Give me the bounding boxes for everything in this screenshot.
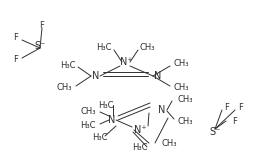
Text: N: N xyxy=(92,71,100,81)
Text: CH₃: CH₃ xyxy=(81,107,96,116)
Text: H₃C: H₃C xyxy=(99,100,114,109)
Text: H₃C: H₃C xyxy=(81,121,96,130)
Text: N: N xyxy=(154,71,162,81)
Text: S⁻: S⁻ xyxy=(34,41,46,51)
Text: N: N xyxy=(158,105,166,115)
Text: N⁺: N⁺ xyxy=(120,57,132,67)
Text: F: F xyxy=(224,104,229,112)
Text: H₃C: H₃C xyxy=(92,133,108,142)
Text: F: F xyxy=(238,104,243,112)
Text: CH₃: CH₃ xyxy=(162,138,178,147)
Text: N⁺: N⁺ xyxy=(134,125,146,135)
Text: F: F xyxy=(13,33,18,43)
Text: F: F xyxy=(39,21,45,31)
Text: CH₃: CH₃ xyxy=(178,95,193,105)
Text: CH₃: CH₃ xyxy=(56,83,72,93)
Text: F: F xyxy=(13,55,18,64)
Text: H₃C: H₃C xyxy=(60,62,76,71)
Text: CH₃: CH₃ xyxy=(174,83,189,93)
Text: CH₃: CH₃ xyxy=(140,43,156,52)
Text: H₃C: H₃C xyxy=(96,43,112,52)
Text: N: N xyxy=(108,115,116,125)
Text: S⁻: S⁻ xyxy=(209,127,221,137)
Text: F: F xyxy=(232,117,237,126)
Text: CH₃: CH₃ xyxy=(178,117,193,126)
Text: H₃C: H₃C xyxy=(132,143,148,152)
Text: CH₃: CH₃ xyxy=(174,59,189,69)
